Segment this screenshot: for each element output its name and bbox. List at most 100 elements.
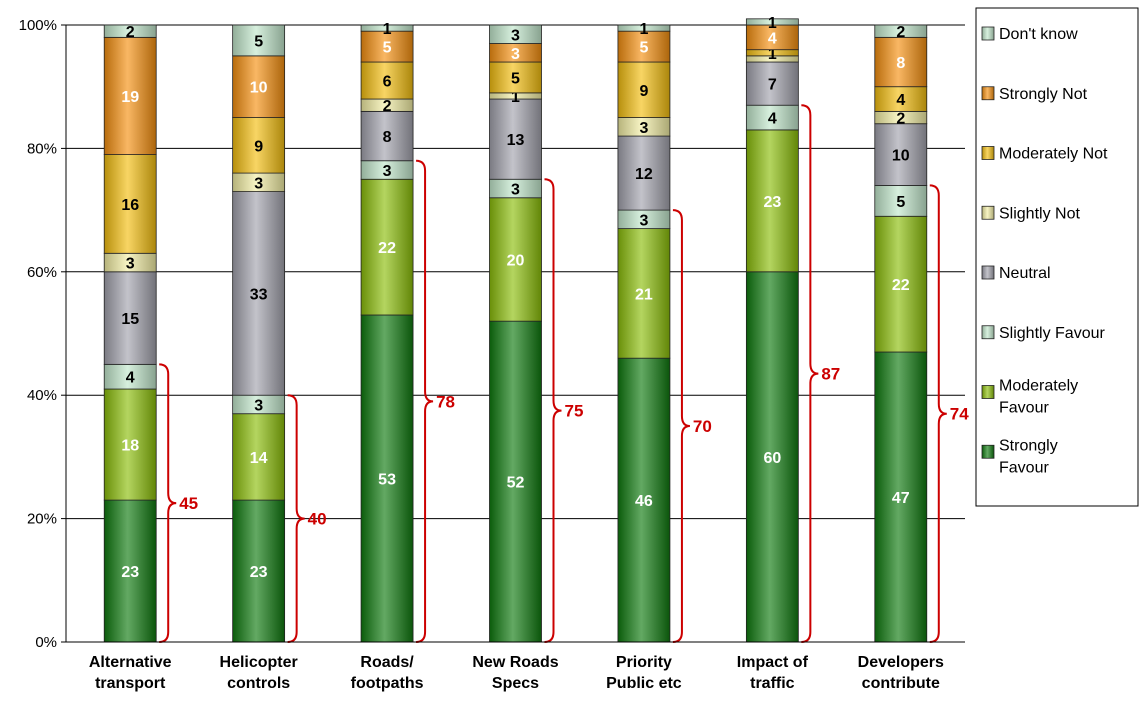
bar-segment-mf <box>745 129 799 273</box>
y-tick-label: 80% <box>27 140 57 157</box>
bar-segment-mf <box>232 413 286 501</box>
bar-segment-dk <box>360 24 414 32</box>
data-label-sf: 23 <box>121 564 139 581</box>
bar-segment-sf <box>617 357 671 643</box>
legend-swatch <box>981 146 995 160</box>
x-tick-label: contribute <box>862 675 940 692</box>
bar-segment-dk <box>489 24 542 44</box>
bar-segment-dk <box>232 24 286 57</box>
bar-segment-dk <box>874 24 928 38</box>
legend-label: Strongly <box>999 437 1058 454</box>
favour-total-label: 78 <box>436 392 455 411</box>
legend-swatch <box>981 444 995 459</box>
data-label-mf: 20 <box>507 252 525 269</box>
bar-segment-dk <box>617 24 671 32</box>
legend-swatch <box>981 265 995 280</box>
data-label-sln: 3 <box>639 120 648 137</box>
data-label-mn: 6 <box>383 74 392 91</box>
data-label-mn: 9 <box>639 83 648 100</box>
x-tick-label: controls <box>227 675 290 692</box>
bar-segment-stn <box>745 24 799 51</box>
data-label-stn: 8 <box>896 55 905 72</box>
bar-segment-mn <box>489 61 542 94</box>
data-label-sf: 23 <box>250 564 268 581</box>
bar-segment-sf <box>232 499 286 643</box>
data-label-dk: 1 <box>639 21 648 38</box>
legend-item-slf: Slightly Favour <box>981 325 1105 342</box>
legend-label: Neutral <box>999 265 1051 282</box>
legend: Don't know Strongly Not Moderately Not Slig… <box>975 7 1139 507</box>
legend-label: Don't know <box>999 26 1078 43</box>
data-label-mf: 21 <box>635 286 653 303</box>
data-label-sf: 53 <box>378 471 396 488</box>
x-tick-label: Public etc <box>606 675 682 692</box>
legend-label: Slightly Not <box>999 205 1080 222</box>
data-label-dk: 2 <box>126 24 135 41</box>
x-tick-label: Developers <box>858 654 944 671</box>
data-label-dk: 2 <box>896 24 905 41</box>
legend-item-stn: Strongly Not <box>981 86 1088 103</box>
bar-segment-sf <box>874 351 928 643</box>
legend-item-neu: Neutral <box>981 265 1051 282</box>
bar-segment-neu <box>745 61 799 106</box>
data-label-mn: 4 <box>896 92 905 109</box>
bars: 2318415316192231433339105532238265152203… <box>103 15 928 643</box>
data-label-stn: 19 <box>121 89 139 106</box>
bar-segment-sf <box>103 499 157 643</box>
favour-bracket <box>544 178 562 643</box>
data-label-mf: 23 <box>763 194 781 211</box>
data-label-sf: 60 <box>763 450 781 467</box>
data-label-dk: 3 <box>511 27 520 44</box>
data-label-slf: 3 <box>254 397 263 414</box>
legend-item-mf: Moderately Favour <box>981 378 1078 417</box>
data-label-mf: 18 <box>121 438 139 455</box>
data-label-sln: 1 <box>511 89 520 106</box>
data-label-sln: 3 <box>254 175 263 192</box>
favour-total-label: 70 <box>693 417 712 436</box>
data-label-mn: 9 <box>254 138 263 155</box>
legend-swatch <box>981 205 995 220</box>
data-label-sln: 2 <box>896 111 905 128</box>
legend-swatch <box>981 385 995 399</box>
legend-label: Favour <box>999 459 1049 476</box>
y-tick-label: 20% <box>27 511 57 528</box>
data-label-mf: 22 <box>378 240 396 257</box>
legend-label: Strongly Not <box>999 86 1088 103</box>
bar-segment-dk <box>103 24 157 38</box>
legend-swatch <box>981 325 995 340</box>
legend-label: Moderately Not <box>999 146 1108 163</box>
favour-bracket <box>929 184 947 643</box>
favour-total-label: 40 <box>308 510 327 529</box>
bar-segment-sf <box>745 271 799 643</box>
data-label-slf: 4 <box>768 111 777 128</box>
data-label-stn: 4 <box>768 30 777 47</box>
x-tick-label: Roads/ <box>360 654 414 671</box>
legend-swatch <box>981 86 995 101</box>
data-label-dk: 1 <box>768 15 777 32</box>
data-label-stn: 5 <box>639 40 648 57</box>
legend-label: Slightly Favour <box>999 325 1105 342</box>
data-label-mn: 1 <box>768 46 777 63</box>
data-label-neu: 33 <box>250 286 268 303</box>
y-tick-label: 60% <box>27 264 57 281</box>
data-label-sln: 3 <box>126 256 135 273</box>
data-label-slf: 3 <box>639 212 648 229</box>
data-label-stn: 5 <box>383 40 392 57</box>
bar-segment-mf <box>617 228 671 359</box>
data-label-neu: 15 <box>121 311 139 328</box>
x-tick-label: Helicopter <box>220 654 298 671</box>
x-tick-label: New Roads <box>472 654 558 671</box>
bar-segment-neu <box>874 123 928 186</box>
x-tick-label: traffic <box>750 675 795 692</box>
data-label-dk: 1 <box>383 21 392 38</box>
data-label-mn: 5 <box>511 70 520 87</box>
bar-segment-neu <box>232 191 286 396</box>
legend-item-sln: Slightly Not <box>981 205 1080 222</box>
bar-segment-mn <box>103 154 157 254</box>
legend-item-mn: Moderately Not <box>981 146 1108 163</box>
x-tick-label: Specs <box>492 675 539 692</box>
bar-segment-mf <box>103 388 157 501</box>
x-tick-label: transport <box>95 675 166 692</box>
